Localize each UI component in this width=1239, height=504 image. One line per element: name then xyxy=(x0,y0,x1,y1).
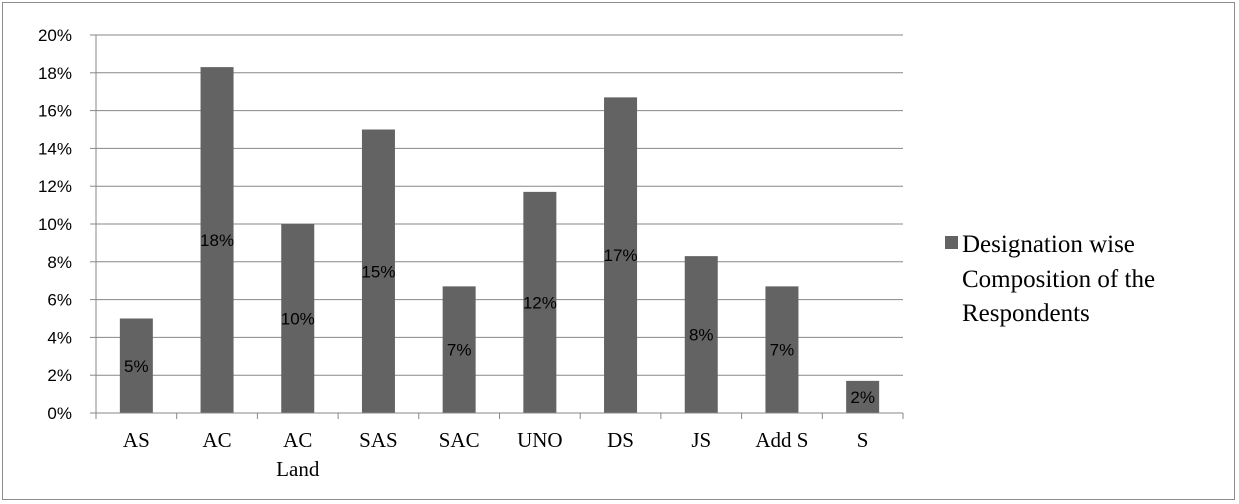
x-tick-label: S xyxy=(857,428,869,452)
data-labels: 5% 18% 10% 15% 7% 12% 17% 8% 7% 2% xyxy=(124,231,875,407)
x-tick-label: AC xyxy=(283,428,312,452)
axes xyxy=(95,35,904,419)
y-tick-label: 12% xyxy=(38,177,72,196)
bar xyxy=(361,129,395,413)
bar xyxy=(442,286,476,413)
bar xyxy=(765,286,799,413)
bars xyxy=(119,67,880,414)
bar xyxy=(200,67,234,413)
bar xyxy=(281,224,315,413)
legend-label-line-1: Designation wise xyxy=(962,231,1135,258)
data-label: 17% xyxy=(604,246,638,265)
y-tick-label: 2% xyxy=(47,366,72,385)
y-tick-label: 6% xyxy=(47,291,72,310)
y-tick-label: 4% xyxy=(47,328,72,347)
data-label: 10% xyxy=(281,310,315,329)
data-label: 5% xyxy=(124,357,149,376)
legend-label-line-2: Composition of the xyxy=(962,266,1155,293)
x-tick-label: AC xyxy=(202,428,231,452)
legend-label-line-3: Respondents xyxy=(962,300,1090,327)
data-label: 7% xyxy=(447,341,472,360)
y-tick-label: 0% xyxy=(47,404,72,423)
x-tick-label: DS xyxy=(607,428,634,452)
x-tick-label: SAC xyxy=(439,428,480,452)
x-tick-label: Add S xyxy=(755,428,808,452)
legend-swatch xyxy=(945,236,958,249)
data-label: 7% xyxy=(770,341,795,360)
y-tick-label: 18% xyxy=(38,64,72,83)
x-tick-label: Land xyxy=(276,457,320,481)
x-axis-tick-labels: AS AC AC Land SAS SAC UNO DS JS Add S S xyxy=(123,428,869,481)
bar xyxy=(523,191,557,413)
x-tick-label: AS xyxy=(123,428,150,452)
y-tick-label: 20% xyxy=(38,26,72,45)
bar xyxy=(684,256,718,413)
legend: Designation wise Composition of the Resp… xyxy=(945,231,1155,327)
x-tick-label: SAS xyxy=(359,428,398,452)
x-tick-label: UNO xyxy=(517,428,563,452)
y-axis-tick-labels: 0% 2% 4% 6% 8% 10% 12% 14% 16% 18% 20% xyxy=(38,26,72,423)
data-label: 12% xyxy=(523,293,557,312)
x-tick-label: JS xyxy=(691,428,711,452)
bar xyxy=(846,380,880,413)
y-tick-label: 10% xyxy=(38,215,72,234)
y-tick-label: 8% xyxy=(47,253,72,272)
data-label: 15% xyxy=(361,262,395,281)
bar xyxy=(604,97,638,414)
bar xyxy=(119,318,153,413)
data-label: 18% xyxy=(200,231,234,250)
data-label: 2% xyxy=(850,388,875,407)
y-tick-label: 16% xyxy=(38,102,72,121)
y-tick-label: 14% xyxy=(38,139,72,158)
data-label: 8% xyxy=(689,326,714,345)
